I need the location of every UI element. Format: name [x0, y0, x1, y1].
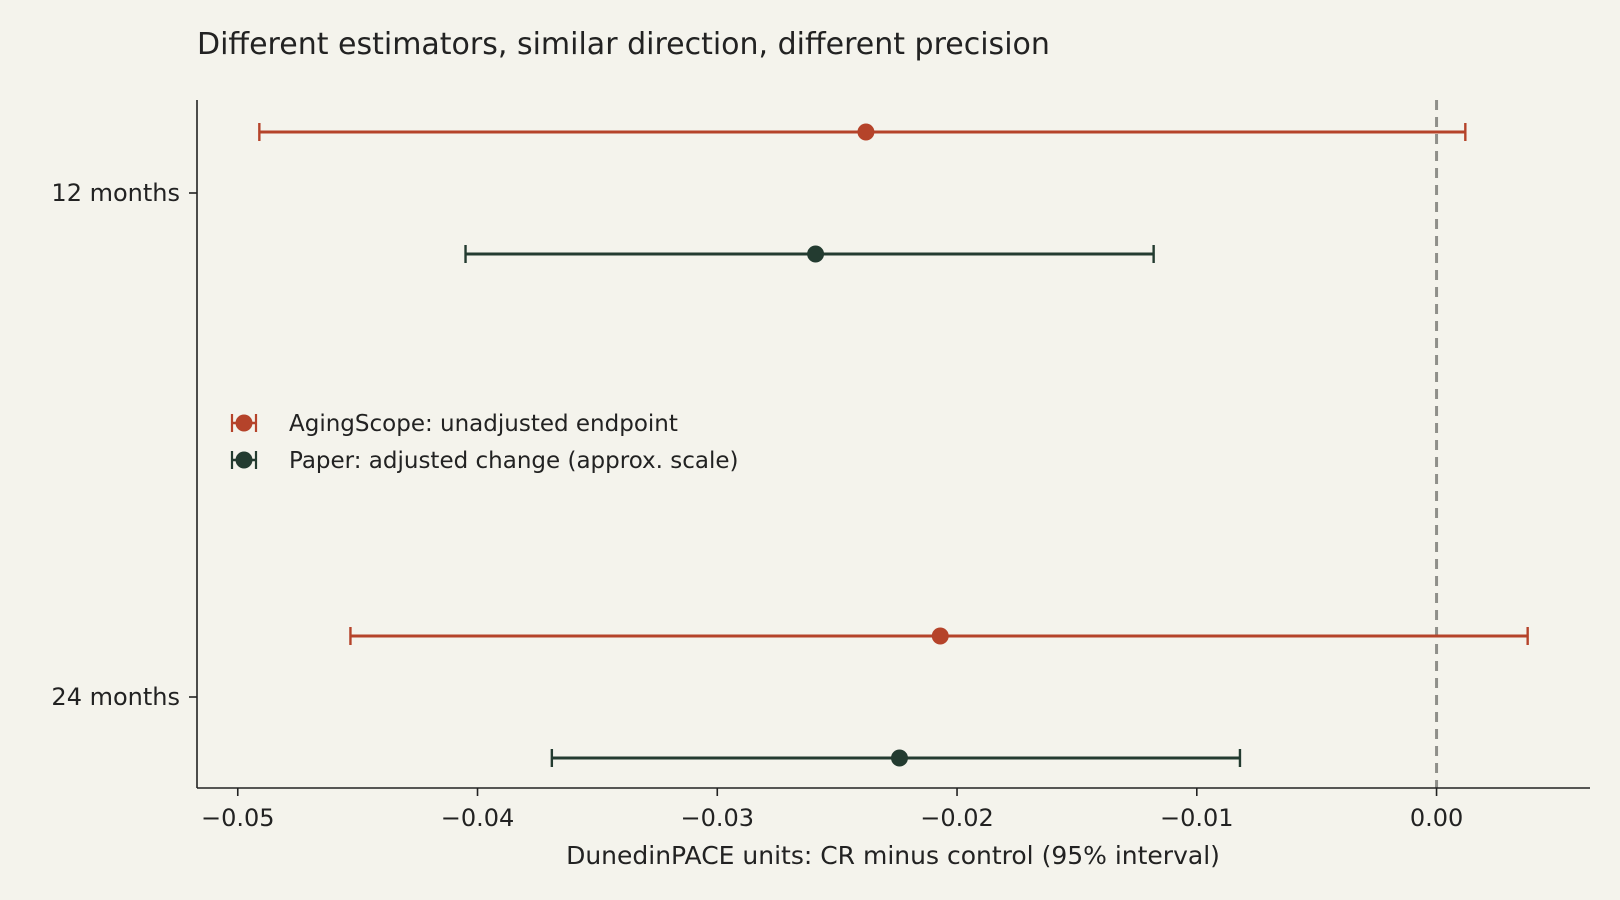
plot-area — [258, 100, 1529, 788]
x-tick-label: −0.05 — [201, 804, 275, 832]
legend-key-marker — [235, 451, 253, 469]
legend-entry: Paper: adjusted change (approx. scale) — [230, 448, 739, 474]
x-axis-label: DunedinPACE units: CR minus control (95%… — [566, 841, 1220, 870]
y-axis-ticks: 12 months 24 months — [51, 179, 197, 711]
x-axis-ticks: −0.05 −0.04 −0.03 −0.02 −0.01 0.00 — [201, 788, 1463, 832]
chart-title: Different estimators, similar direction,… — [197, 27, 1050, 62]
estimate-point — [857, 123, 875, 141]
legend-entry: AgingScope: unadjusted endpoint — [230, 411, 678, 437]
x-tick-label: −0.03 — [681, 804, 755, 832]
estimate-point — [890, 749, 908, 767]
x-tick-label: −0.02 — [920, 804, 994, 832]
interval-mark — [550, 749, 1242, 767]
y-tick-label: 12 months — [51, 179, 180, 207]
estimate-point — [807, 245, 825, 263]
legend-key-marker — [235, 414, 253, 432]
interval-mark — [464, 245, 1155, 263]
legend-label: AgingScope: unadjusted endpoint — [289, 411, 678, 437]
y-tick-label: 24 months — [51, 683, 180, 711]
x-tick-label: 0.00 — [1410, 804, 1463, 832]
x-tick-label: −0.04 — [441, 804, 515, 832]
x-tick-label: −0.01 — [1160, 804, 1234, 832]
legend-label: Paper: adjusted change (approx. scale) — [289, 448, 739, 474]
legend: AgingScope: unadjusted endpoint Paper: ad… — [230, 411, 739, 474]
estimate-point — [931, 627, 949, 645]
interval-mark — [258, 123, 1467, 141]
interval-mark — [349, 627, 1529, 645]
